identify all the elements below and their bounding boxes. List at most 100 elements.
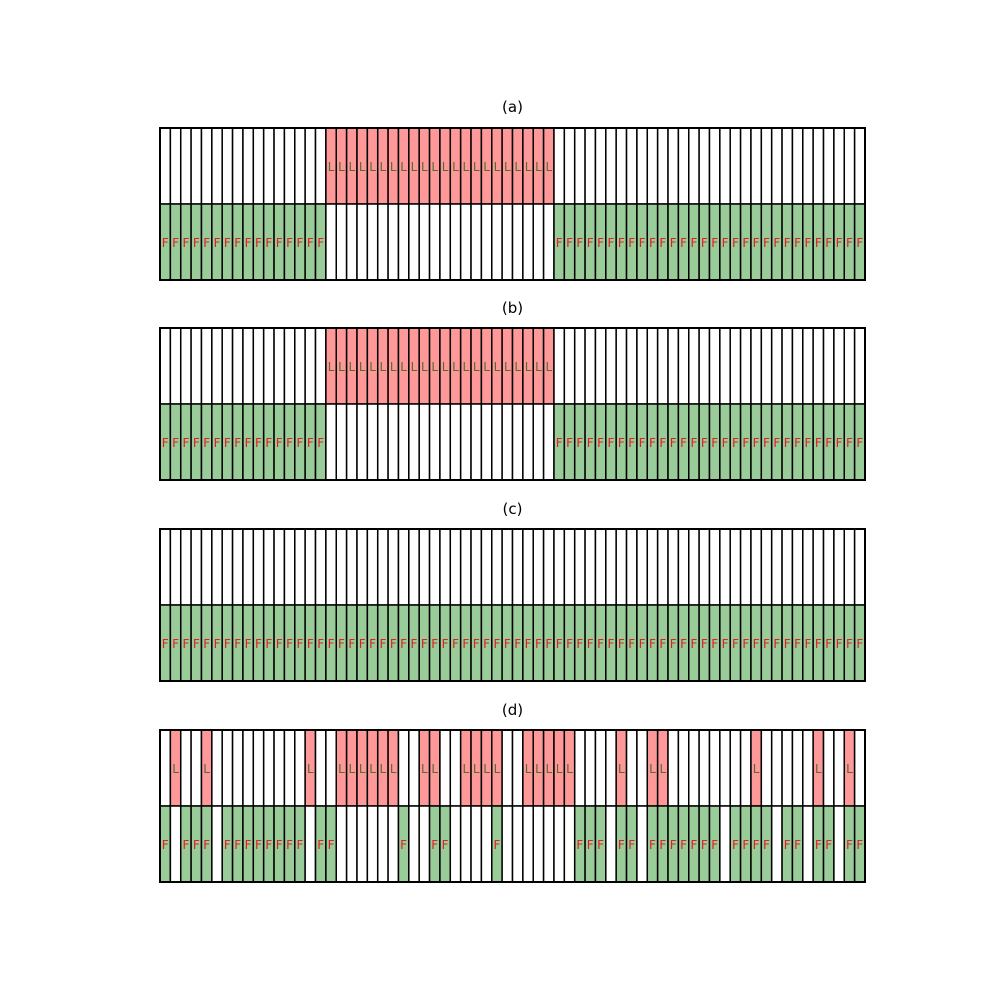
bottom-cell-letter: F: [846, 436, 853, 450]
top-row-cell: [179, 127, 192, 205]
bottom-cell-letter: F: [162, 637, 169, 651]
top-row-cell: [719, 327, 731, 405]
top-row-cell: [273, 327, 286, 405]
bottom-row-cell: [335, 203, 348, 281]
bottom-row-cell: [418, 403, 431, 481]
top-row-cell: [791, 729, 804, 807]
top-row-cell: [573, 729, 586, 807]
bottom-cell-letter: F: [587, 637, 594, 651]
bottom-cell-letter: F: [670, 637, 677, 651]
top-row-cell: [843, 127, 856, 205]
top-row-cell: [812, 127, 825, 205]
bottom-cell-letter: F: [722, 436, 729, 450]
bottom-row-cell: [491, 403, 503, 481]
top-row-cell: [231, 127, 244, 205]
bottom-cell-letter: F: [286, 436, 293, 450]
bottom-cell-letter: F: [805, 236, 812, 250]
top-row-cell: [625, 729, 638, 807]
top-row-cell: [739, 327, 752, 405]
top-cell-letter: L: [411, 360, 418, 374]
bottom-cell-letter: F: [815, 838, 822, 852]
bottom-cell-letter: F: [307, 436, 314, 450]
top-row-cell: [304, 327, 317, 405]
top-cell-letter: L: [815, 762, 822, 776]
top-row-cell: [573, 528, 586, 606]
bottom-cell-letter: F: [359, 637, 366, 651]
bottom-cell-letter: F: [649, 637, 656, 651]
bottom-row-cell: [532, 805, 545, 883]
bottom-cell-letter: F: [742, 838, 749, 852]
bottom-cell-letter: F: [483, 637, 490, 651]
bottom-row-cell: [459, 203, 472, 281]
top-cell-letter: L: [359, 160, 366, 174]
top-cell-letter: L: [483, 360, 490, 374]
top-row-cell: [190, 127, 203, 205]
top-row-cell: [304, 528, 317, 606]
top-row-cell: [843, 528, 856, 606]
bottom-row-cell: [376, 203, 389, 281]
bottom-cell-letter: F: [701, 436, 708, 450]
bottom-row-cell: [408, 203, 420, 281]
top-row-cell: [511, 729, 524, 807]
bottom-cell-letter: F: [245, 637, 252, 651]
top-row-cell: [853, 127, 866, 205]
top-row-cell: [200, 528, 213, 606]
top-row-cell: [356, 528, 369, 606]
top-row-cell: [708, 729, 721, 807]
top-row-cell: [273, 729, 286, 807]
top-cell-letter: L: [753, 762, 760, 776]
bottom-cell-letter: F: [628, 436, 635, 450]
top-row-cell: [262, 127, 275, 205]
bottom-row-cell: [345, 203, 358, 281]
top-row-cell: [491, 528, 503, 606]
bottom-cell-letter: F: [856, 838, 863, 852]
top-cell-letter: L: [431, 762, 438, 776]
top-row-cell: [169, 528, 182, 606]
top-row-cell: [345, 528, 358, 606]
bottom-cell-letter: F: [846, 637, 853, 651]
top-row-cell: [791, 327, 804, 405]
bottom-cell-letter: F: [742, 436, 749, 450]
top-row-cell: [273, 127, 286, 205]
top-cell-letter: L: [525, 762, 532, 776]
top-cell-letter: L: [535, 762, 542, 776]
bottom-row-cell: [511, 203, 524, 281]
bottom-cell-letter: F: [659, 236, 666, 250]
top-row-cell: [159, 729, 172, 807]
top-cell-letter: L: [649, 762, 656, 776]
top-row-cell: [252, 127, 265, 205]
bottom-cell-letter: F: [193, 838, 200, 852]
top-row-cell: [822, 729, 835, 807]
top-row-cell: [159, 528, 172, 606]
bottom-row-cell: [211, 805, 223, 883]
bottom-cell-letter: F: [670, 436, 677, 450]
bottom-cell-letter: F: [265, 838, 272, 852]
top-row-cell: [231, 528, 244, 606]
bottom-cell-letter: F: [172, 236, 179, 250]
bottom-cell-letter: F: [307, 637, 314, 651]
top-cell-letter: L: [359, 762, 366, 776]
bottom-cell-letter: F: [815, 436, 822, 450]
top-row-cell: [314, 327, 327, 405]
top-cell-letter: L: [172, 762, 179, 776]
top-row-cell: [667, 127, 680, 205]
top-cell-letter: L: [473, 160, 480, 174]
top-row-cell: [802, 729, 814, 807]
top-cell-letter: L: [535, 160, 542, 174]
bottom-cell-letter: F: [203, 436, 210, 450]
bottom-row-cell: [542, 805, 555, 883]
top-row-cell: [584, 127, 597, 205]
bottom-row-cell: [408, 403, 420, 481]
top-cell-letter: L: [338, 762, 345, 776]
top-cell-letter: L: [400, 160, 407, 174]
bottom-row-cell: [491, 203, 503, 281]
top-row-cell: [584, 528, 597, 606]
top-row-cell: [221, 729, 234, 807]
top-row-cell: [646, 528, 659, 606]
top-row-cell: [605, 327, 617, 405]
top-row-cell: [397, 729, 410, 807]
top-row-cell: [179, 327, 192, 405]
top-row-cell: [242, 127, 255, 205]
top-row-cell: [294, 729, 306, 807]
